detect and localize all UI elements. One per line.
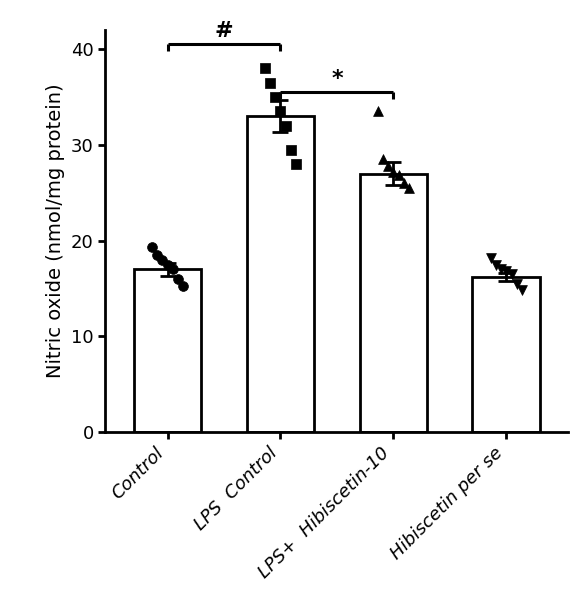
Bar: [472, 277, 540, 432]
Bar: [247, 116, 314, 432]
Bar: [360, 173, 427, 432]
Point: [265, 78, 275, 88]
Point: [152, 250, 162, 260]
Point: [383, 161, 393, 171]
Point: [158, 255, 167, 265]
Point: [168, 265, 178, 274]
Point: [281, 121, 291, 131]
Point: [276, 107, 285, 116]
Y-axis label: Nitric oxide (nmol/mg protein): Nitric oxide (nmol/mg protein): [46, 83, 66, 379]
Point: [394, 170, 403, 180]
Point: [147, 242, 156, 252]
Point: [292, 159, 301, 169]
Bar: [134, 269, 202, 432]
Point: [404, 183, 414, 193]
Point: [389, 167, 398, 176]
Point: [399, 178, 408, 188]
Point: [260, 64, 270, 73]
Point: [512, 279, 522, 289]
Point: [486, 253, 495, 263]
Point: [378, 154, 387, 164]
Point: [173, 274, 183, 284]
Point: [271, 92, 280, 102]
Point: [287, 145, 296, 154]
Point: [179, 281, 188, 290]
Text: #: #: [214, 22, 233, 41]
Point: [507, 269, 516, 279]
Point: [163, 260, 172, 269]
Point: [502, 266, 511, 276]
Point: [496, 265, 506, 274]
Point: [517, 286, 527, 295]
Point: [373, 107, 382, 116]
Point: [491, 260, 500, 269]
Text: *: *: [331, 70, 343, 89]
